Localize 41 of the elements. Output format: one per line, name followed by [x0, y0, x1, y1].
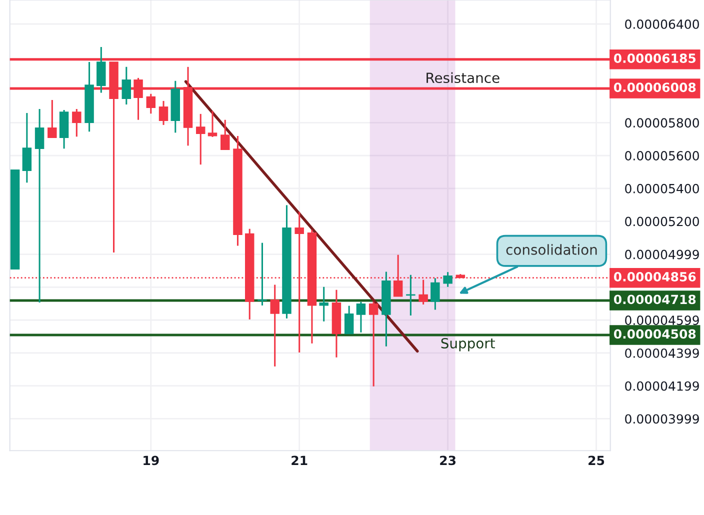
y-tick-label: 0.00004199 [625, 381, 699, 391]
candlestick [430, 277, 440, 310]
x-tick-label: 21 [292, 456, 308, 465]
annotation: Support [441, 338, 495, 352]
candlestick [34, 108, 44, 304]
candlestick [258, 242, 267, 306]
y-tick-label: 0.00005200 [625, 216, 699, 226]
ref-line-label: 0.00006008 [614, 82, 696, 92]
x-tick-label: 19 [144, 456, 159, 466]
ref-line-label: 0.00006185 [614, 54, 696, 63]
ref-line-label: 0.00004718 [614, 294, 696, 304]
candlestick [356, 301, 366, 334]
y-tick-label: 0.00005800 [625, 118, 699, 128]
ref-line-label: 0.00004856 [614, 272, 696, 282]
candlestick [96, 46, 106, 94]
candlestick [146, 93, 156, 114]
candlestick [48, 99, 57, 138]
x-tick-label: 23 [440, 456, 456, 466]
candlestick [270, 284, 280, 368]
candlestick [22, 112, 32, 184]
y-tick-label: 0.00004399 [625, 348, 699, 358]
candlestick [344, 305, 354, 334]
y-tick-label: 0.00005600 [625, 150, 699, 160]
y-tick-label: 0.00004999 [625, 250, 699, 260]
candlestick [158, 100, 168, 126]
candlestick [122, 66, 132, 106]
candlestick [220, 119, 230, 150]
y-tick-label: 0.00006400 [625, 19, 699, 29]
annotation: Resistance [426, 72, 500, 84]
y-tick-label: 0.00004599 [625, 316, 699, 326]
ref-line-label: 0.00004508 [614, 329, 696, 339]
x-tick-label: 25 [588, 456, 604, 466]
y-tick-label: 0.00003999 [625, 414, 699, 424]
annotation: consolidation [506, 244, 597, 255]
candlestick [368, 301, 378, 388]
y-tick-label: 0.00005400 [625, 184, 699, 194]
candlestick [196, 113, 206, 166]
candlestick [443, 271, 452, 288]
candlestick [319, 286, 328, 322]
candlestick [72, 108, 82, 138]
candlestick [208, 110, 218, 138]
